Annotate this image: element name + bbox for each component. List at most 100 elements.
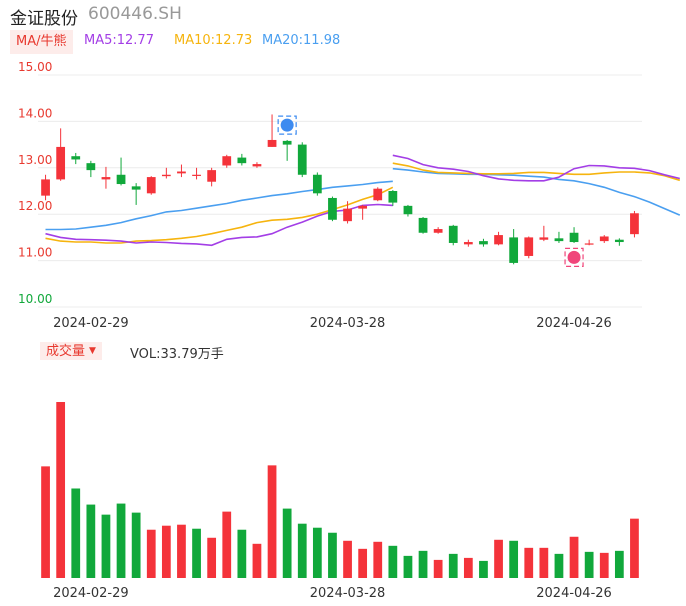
candle-body [222,156,232,166]
volume-bar [222,511,232,578]
volume-bar [630,518,639,578]
volume-bar [373,541,383,578]
volume-bar [207,537,217,578]
candle-body [71,156,81,160]
volume-bar [161,525,171,578]
volume-bar [146,529,156,578]
price-axis-label: 13.00 [18,153,52,167]
volume-bar [614,550,624,578]
volume-bar [56,402,66,578]
volume-bar [554,553,564,578]
candle-body [146,177,156,194]
date-axis-label: 2024-03-28 [310,316,386,331]
stock-name: 金证股份 [10,9,78,29]
candle-body [343,208,352,222]
volume-tag-label: 成交量 [46,344,86,359]
candle-body [463,242,473,245]
candle-body [267,139,277,147]
volume-bar [358,548,368,578]
candle-body [524,237,534,256]
candle-body [479,241,488,245]
buy-signal-icon [280,118,294,132]
candle-body [192,174,201,176]
candle-body [418,217,428,233]
volume-bar [237,529,247,578]
candle-body [433,229,443,233]
candle-body [569,232,579,243]
date-axis-label: 2024-02-29 [53,316,129,331]
volume-bar [252,543,262,578]
volume-bar [41,466,50,578]
volume-bar [388,545,398,578]
candle-body [86,163,96,171]
volume-bar [192,528,201,578]
candle-body [207,170,217,182]
caret-down-icon: ▼ [89,346,96,356]
volume-bar [479,560,488,578]
candle-body [614,239,624,243]
volume-date-axis-label: 2024-02-29 [53,586,129,601]
candle-body [282,140,292,145]
volume-bar [599,552,609,578]
volume-value: VOL:33.79万手 [130,347,224,362]
volume-bar [524,547,534,578]
price-axis-label: 10.00 [18,292,52,306]
volume-bar [297,523,307,578]
volume-date-axis-label: 2024-03-28 [310,586,386,601]
volume-bar [86,504,96,578]
candle-body [101,177,111,180]
candle-body [388,191,398,203]
volume-bar [328,532,337,578]
ma-indicator-selector[interactable]: MA/牛熊 [10,30,73,54]
candle-body [599,236,609,242]
ma20-line [45,180,393,231]
volume-bar [539,547,549,578]
candle-body [56,146,66,180]
volume-bar [101,514,111,578]
volume-indicator-selector[interactable]: 成交量 ▼ [40,342,102,360]
volume-bar [494,539,503,578]
candle-body [403,205,413,215]
volume-bar [116,503,126,578]
volume-bar [433,559,443,578]
volume-bar [584,551,594,578]
volume-bar [177,524,186,578]
ma5-line [392,154,680,182]
volume-date-axis-label: 2024-04-26 [536,586,612,601]
volume-bar [463,557,473,578]
candle-body [494,235,503,245]
ma10-line [45,186,394,244]
candle-body [630,213,639,235]
volume-bar [282,508,292,578]
candle-body [539,237,549,240]
candle-body [509,237,519,263]
candle-body [312,174,322,194]
volume-bar [343,540,352,578]
candle-body [177,171,186,174]
candle-body [131,186,141,190]
candle-body [116,174,126,185]
candle-body [161,174,171,177]
price-axis-label: 15.00 [18,60,52,74]
candle-body [297,144,307,175]
volume-bar [312,527,322,578]
candle-body [584,243,594,245]
volume-bar [448,553,458,578]
candle-body [41,179,50,196]
sell-signal-icon [567,250,581,264]
volume-bar [71,488,81,578]
candle-body [328,197,337,220]
volume-bar [403,555,413,578]
date-axis-label: 2024-04-26 [536,316,612,331]
ma20-line [392,167,681,216]
ma10-value: MA10:12.73 [174,33,253,48]
ma10-line [392,162,681,182]
candle-body [358,205,368,209]
candle-body [373,188,383,201]
buy-signal-icon-frame [277,115,297,135]
ma20-value: MA20:11.98 [262,33,341,48]
stock-code: 600446.SH [88,4,182,24]
volume-bar [267,465,277,578]
volume-bar [418,550,428,578]
